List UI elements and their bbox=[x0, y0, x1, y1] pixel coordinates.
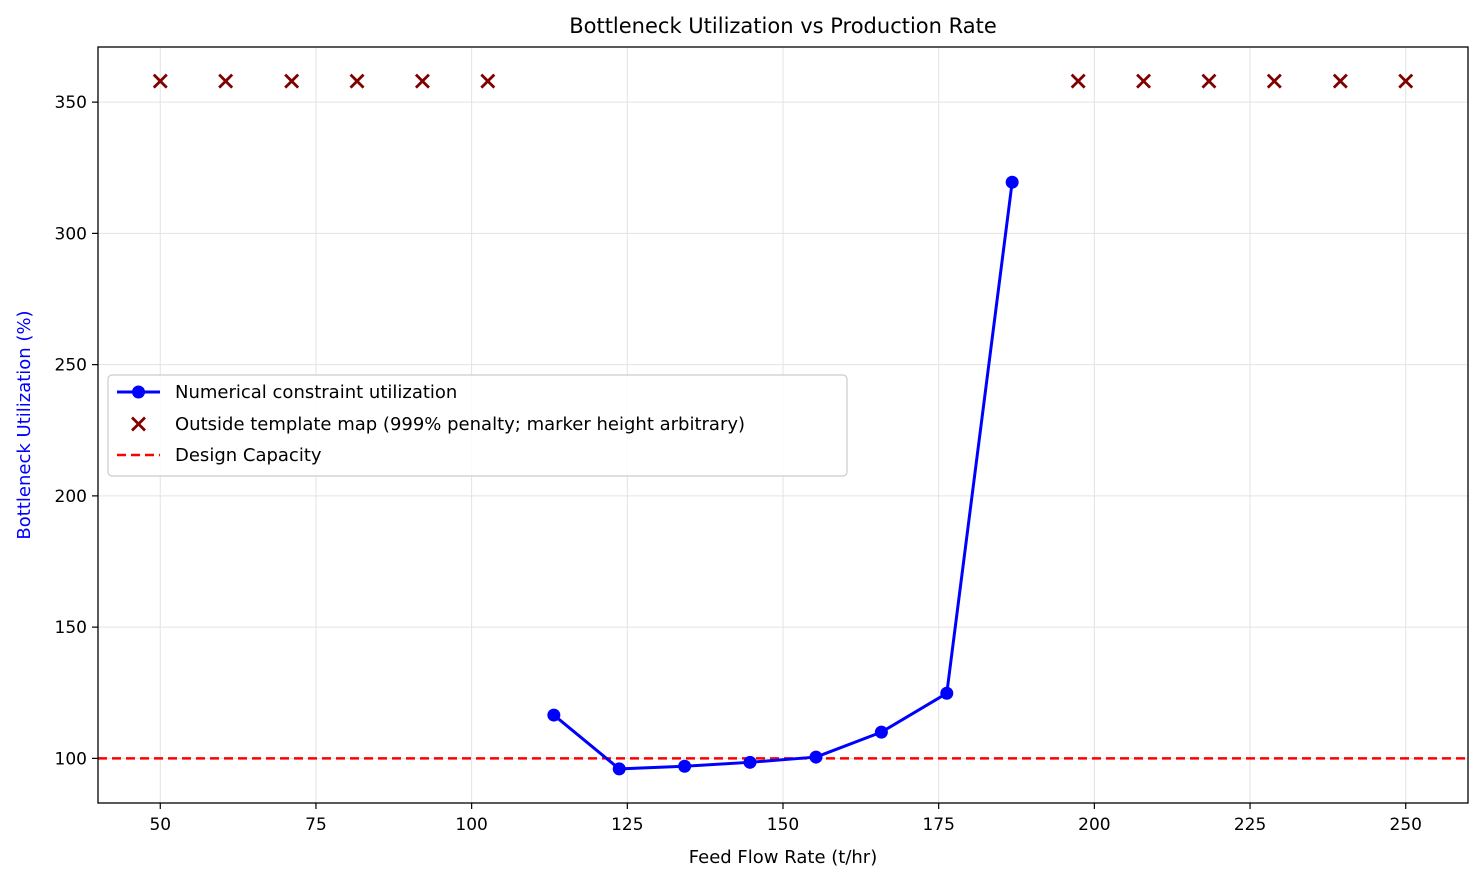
outside-map-marker bbox=[349, 73, 365, 89]
outside-map-marker bbox=[1266, 73, 1282, 89]
outside-map-marker bbox=[1201, 73, 1217, 89]
y-tick-label: 100 bbox=[55, 749, 87, 769]
series-outside-template-map bbox=[152, 73, 1414, 89]
outside-map-marker bbox=[1070, 73, 1086, 89]
x-tick-label: 175 bbox=[922, 815, 954, 835]
legend: Numerical constraint utilization Outside … bbox=[107, 374, 848, 477]
outside-map-marker bbox=[218, 73, 234, 89]
legend-label: Design Capacity bbox=[175, 445, 322, 466]
x-tick-label: 100 bbox=[455, 815, 487, 835]
series-line-utilization bbox=[547, 175, 1019, 776]
outside-map-marker bbox=[1398, 73, 1414, 89]
y-axis-label: Bottleneck Utilization (%) bbox=[14, 310, 35, 539]
x-axis-ticks: 50 75 100 125 150 175 200 225 250 bbox=[149, 803, 1422, 835]
legend-box bbox=[107, 374, 848, 477]
utilization-line bbox=[552, 181, 1014, 771]
plot-series bbox=[152, 73, 1414, 776]
utilization-point bbox=[874, 725, 888, 739]
y-tick-label: 250 bbox=[55, 356, 87, 376]
utilization-point bbox=[547, 708, 561, 722]
legend-label: Outside template map (999% penalty; mark… bbox=[175, 414, 745, 435]
y-tick-label: 300 bbox=[55, 224, 87, 244]
legend-label: Numerical constraint utilization bbox=[175, 382, 457, 403]
utilization-point bbox=[940, 686, 954, 700]
x-tick-label: 75 bbox=[305, 815, 327, 835]
x-axis-label: Feed Flow Rate (t/hr) bbox=[689, 847, 877, 868]
x-tick-label: 125 bbox=[611, 815, 643, 835]
outside-map-marker bbox=[480, 73, 496, 89]
legend-handle-marker bbox=[132, 385, 145, 399]
chart-title: Bottleneck Utilization vs Production Rat… bbox=[569, 14, 997, 38]
utilization-point bbox=[743, 755, 757, 769]
x-tick-label: 200 bbox=[1078, 815, 1110, 835]
x-tick-label: 150 bbox=[767, 815, 799, 835]
outside-map-marker bbox=[152, 73, 168, 89]
utilization-point bbox=[678, 759, 692, 773]
y-tick-label: 350 bbox=[55, 93, 87, 113]
y-tick-label: 150 bbox=[55, 618, 87, 638]
utilization-point bbox=[612, 762, 626, 776]
x-tick-label: 225 bbox=[1234, 815, 1266, 835]
legend-handle-x bbox=[131, 416, 146, 432]
outside-map-marker bbox=[414, 73, 430, 89]
x-tick-label: 250 bbox=[1390, 815, 1422, 835]
outside-map-marker bbox=[1332, 73, 1348, 89]
y-tick-label: 200 bbox=[55, 487, 87, 507]
utilization-point bbox=[809, 750, 823, 764]
y-axis-ticks: 100 150 200 250 300 350 bbox=[55, 93, 98, 769]
x-tick-label: 50 bbox=[149, 815, 171, 835]
outside-map-marker bbox=[284, 73, 300, 89]
outside-map-marker bbox=[1136, 73, 1152, 89]
utilization-point bbox=[1005, 175, 1019, 189]
